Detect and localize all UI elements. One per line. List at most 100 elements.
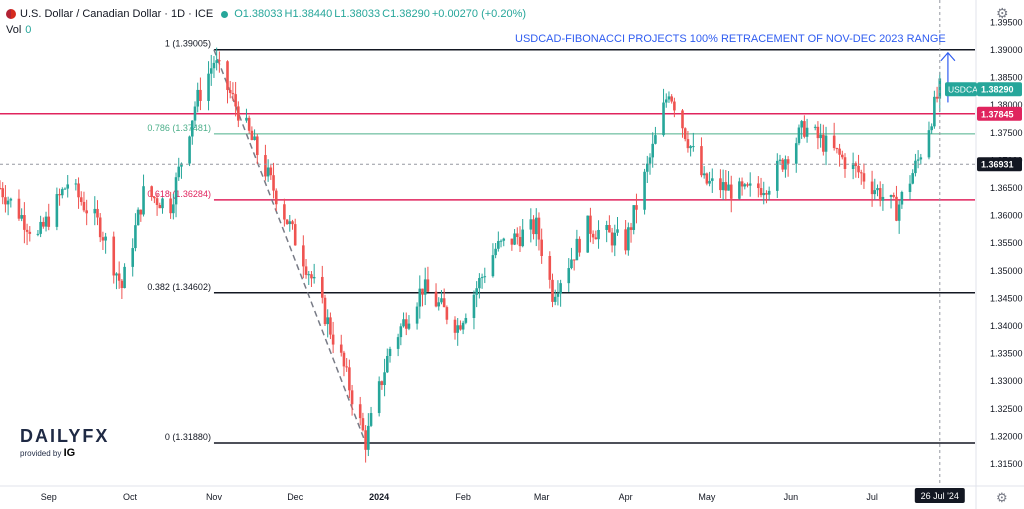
volume-indicator[interactable]: Vol 0 (6, 24, 31, 36)
candle-body (6, 200, 10, 205)
candle-body (502, 238, 506, 241)
price-tick-label: 1.38000 (990, 100, 1023, 110)
gear-icon[interactable]: ⚙ (996, 5, 1009, 21)
time-tick-label: May (698, 492, 716, 502)
candle-body (399, 326, 403, 338)
candle-body (456, 325, 460, 333)
price-tick-label: 1.33500 (990, 349, 1023, 359)
time-tick-label: Mar (534, 492, 550, 502)
candle-body (250, 130, 254, 141)
candle-body (36, 233, 40, 235)
candle-body (803, 121, 806, 137)
candle-body (710, 178, 714, 181)
candle-body (98, 217, 102, 238)
logo-provided-by: provided by IG (20, 447, 76, 459)
candle-body (857, 165, 860, 173)
candle-body (878, 188, 882, 201)
candle-body (272, 175, 275, 191)
candle-body (700, 146, 703, 176)
resistance-price-tag-bg (977, 106, 1022, 121)
candle-body (421, 288, 424, 295)
time-tick-label: Dec (287, 492, 304, 502)
candle-body (310, 274, 313, 279)
candle-body (4, 197, 7, 205)
candle-body (919, 157, 923, 160)
candle-body (153, 196, 156, 199)
candle-body (85, 210, 88, 214)
candle-body (269, 167, 273, 176)
candle-body (548, 256, 552, 280)
candle-body (339, 344, 343, 353)
time-axis[interactable]: Sep Oct Nov Dec 2024 Feb Mar Apr May Jun Jul 26 Jul… (41, 488, 965, 503)
candle-body (350, 390, 354, 405)
price-tick-label: 1.36000 (990, 211, 1023, 221)
candle-body (291, 221, 294, 225)
candle-body (58, 194, 61, 196)
fibonacci-retracement: 1 (1.39005) 0.786 (1.37481) 0.618 (1.36284… (0, 39, 975, 444)
candle-body (139, 209, 143, 215)
candle-body (93, 208, 97, 214)
candle-body (329, 317, 332, 335)
price-tick-label: 1.35500 (990, 238, 1023, 248)
candle-body (188, 136, 191, 164)
market-status-dot-icon (221, 10, 229, 18)
candle-body (651, 143, 655, 158)
candle-body (199, 89, 202, 101)
candle-body (464, 317, 468, 323)
settings-reset-icon[interactable]: ⚙ (996, 490, 1008, 505)
low-value: L1.38033 (334, 8, 381, 20)
candle-body (442, 298, 446, 308)
candle-body (494, 248, 497, 256)
candle-body (23, 215, 26, 230)
candle-body (778, 159, 782, 161)
candle-body (553, 296, 557, 302)
symbol-name[interactable]: U.S. Dollar / Canadian Dollar · 1D · ICE (20, 8, 214, 20)
candle-body (597, 229, 600, 240)
candle-body (835, 148, 839, 150)
candle-body (209, 68, 213, 74)
candle-body (683, 128, 687, 140)
candle-body (437, 302, 441, 307)
candle-body (664, 99, 668, 103)
candle-body (247, 117, 251, 131)
price-tick-label: 1.36500 (990, 183, 1023, 193)
symbol-header[interactable]: U.S. Dollar / Canadian Dollar · 1D · ICE… (6, 8, 526, 20)
candle-body (415, 306, 419, 324)
candle-body (348, 367, 351, 391)
candle-body (927, 130, 931, 158)
candle-body (935, 96, 939, 99)
open-value: O1.38033 (234, 8, 283, 20)
price-axis[interactable]: 1.395001.390001.385001.380001.375001.370… (977, 17, 1023, 469)
candle-body (822, 134, 825, 152)
symbol-tag-label: USDCAD (948, 85, 984, 95)
candle-body (388, 348, 392, 356)
candle-body (819, 134, 822, 139)
candle-body (358, 404, 362, 419)
candle-body (873, 190, 877, 195)
candle-body (689, 146, 692, 149)
candle-body (342, 352, 346, 367)
candle-body (843, 157, 847, 169)
price-tick-label: 1.31500 (990, 459, 1023, 469)
candle-body (838, 148, 841, 155)
candle-body (532, 219, 535, 235)
candle-body (594, 237, 598, 240)
close-value: C1.38290 (382, 8, 430, 20)
candle-body (911, 173, 915, 184)
candle-body (478, 278, 481, 289)
candle-body (385, 355, 389, 373)
fib-level-label: 0.618 (1.36284) (147, 189, 211, 199)
candle-body (610, 232, 614, 246)
candle-body (759, 188, 763, 196)
candle-body (724, 182, 728, 191)
candle-body (0, 188, 2, 189)
candle-body (331, 334, 335, 345)
candle-body (396, 337, 400, 349)
candle-body (521, 229, 525, 247)
candle-body (540, 239, 543, 257)
candle-body (518, 237, 522, 247)
current-price-tag: 1.38290 (981, 85, 1014, 95)
candle-body (426, 279, 430, 292)
candle-body (407, 323, 411, 329)
